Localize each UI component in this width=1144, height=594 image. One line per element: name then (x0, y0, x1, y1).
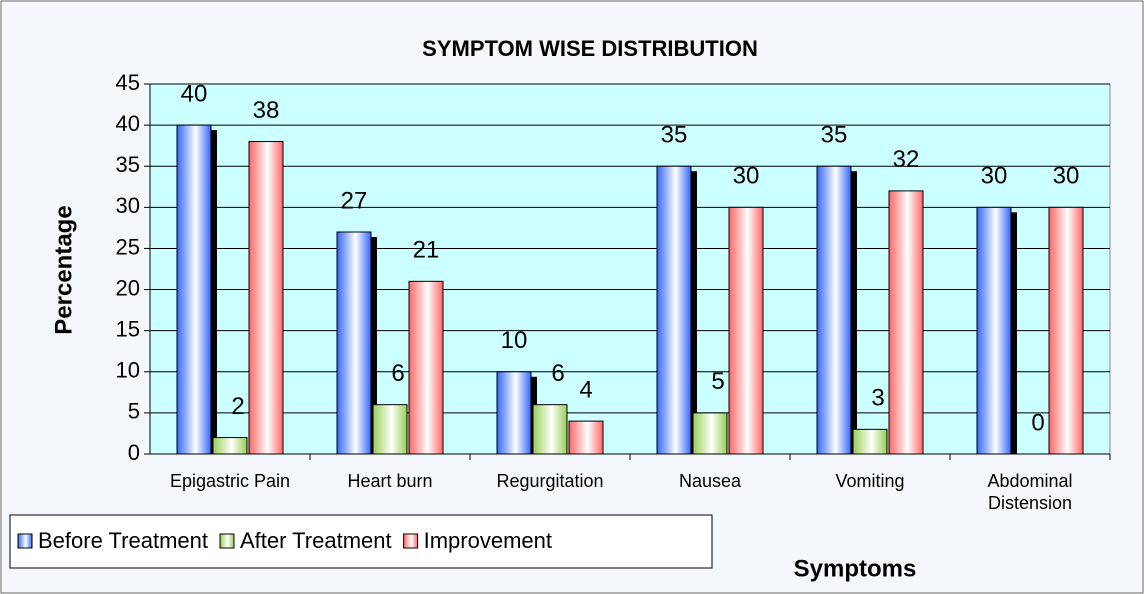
bar (888, 190, 924, 455)
data-label: 35 (821, 122, 848, 149)
data-label: 0 (1031, 409, 1044, 436)
data-label: 35 (661, 122, 688, 149)
bar (568, 420, 604, 455)
x-tick-label: Abdominal Distension (987, 471, 1073, 513)
bar (1048, 206, 1084, 455)
bar (496, 371, 532, 455)
bar (532, 404, 568, 455)
chart-title: SYMPTOM WISE DISTRIBUTION (422, 36, 758, 61)
bar (212, 437, 248, 455)
legend-label: Before Treatment (38, 528, 208, 553)
data-label: 38 (253, 97, 280, 124)
data-label: 21 (413, 237, 440, 264)
legend-box (9, 514, 713, 569)
bar (692, 412, 728, 455)
data-label: 30 (1053, 163, 1080, 190)
data-label: 10 (501, 327, 528, 354)
y-tick-label: 10 (116, 358, 140, 383)
bar-shadow (1011, 212, 1017, 454)
y-tick-label: 0 (128, 440, 140, 465)
y-tick-label: 45 (116, 70, 140, 95)
data-label: 6 (391, 360, 404, 387)
bar (852, 428, 888, 455)
bar (408, 280, 444, 455)
data-label: 32 (893, 146, 920, 173)
x-axis-label: Symptoms (794, 555, 917, 582)
x-tick-label: Nausea (678, 471, 742, 491)
bar (656, 165, 692, 455)
plot-area (149, 83, 1111, 455)
y-tick-label: 40 (116, 111, 140, 136)
x-tick-label: Heart burn (347, 471, 433, 491)
data-label: 6 (551, 360, 564, 387)
data-label: 40 (181, 80, 208, 107)
legend-swatch (219, 533, 235, 549)
x-tick-label: Regurgitation (496, 471, 604, 491)
bar (976, 206, 1012, 455)
bar (336, 231, 372, 455)
x-tick-label: Epigastric Pain (169, 471, 291, 491)
y-tick-label: 35 (116, 152, 140, 177)
bar-shadow (691, 171, 697, 454)
bar (728, 206, 764, 455)
data-label: 30 (981, 163, 1008, 190)
bar (248, 141, 284, 455)
y-axis-label: Percentage (50, 205, 77, 334)
data-label: 5 (711, 368, 724, 395)
legend-swatch (403, 533, 419, 549)
data-label: 27 (341, 187, 368, 214)
data-label: 30 (733, 163, 760, 190)
bar-shadow (371, 237, 377, 454)
legend-label: After Treatment (240, 528, 392, 553)
data-label: 3 (871, 385, 884, 412)
y-tick-label: 25 (116, 234, 140, 259)
bar (176, 124, 212, 455)
data-label: 4 (579, 376, 592, 403)
y-tick-label: 5 (128, 399, 140, 424)
data-label: 2 (231, 393, 244, 420)
y-tick-label: 30 (116, 193, 140, 218)
bar (816, 165, 852, 455)
legend-swatch (17, 533, 33, 549)
bar-shadow (211, 130, 217, 454)
legend-label: Improvement (424, 528, 552, 553)
x-tick-label: Vomiting (835, 471, 905, 491)
y-tick-label: 15 (116, 316, 140, 341)
bar-shadow (851, 171, 857, 454)
y-tick-label: 20 (116, 275, 140, 300)
bar (372, 404, 408, 455)
